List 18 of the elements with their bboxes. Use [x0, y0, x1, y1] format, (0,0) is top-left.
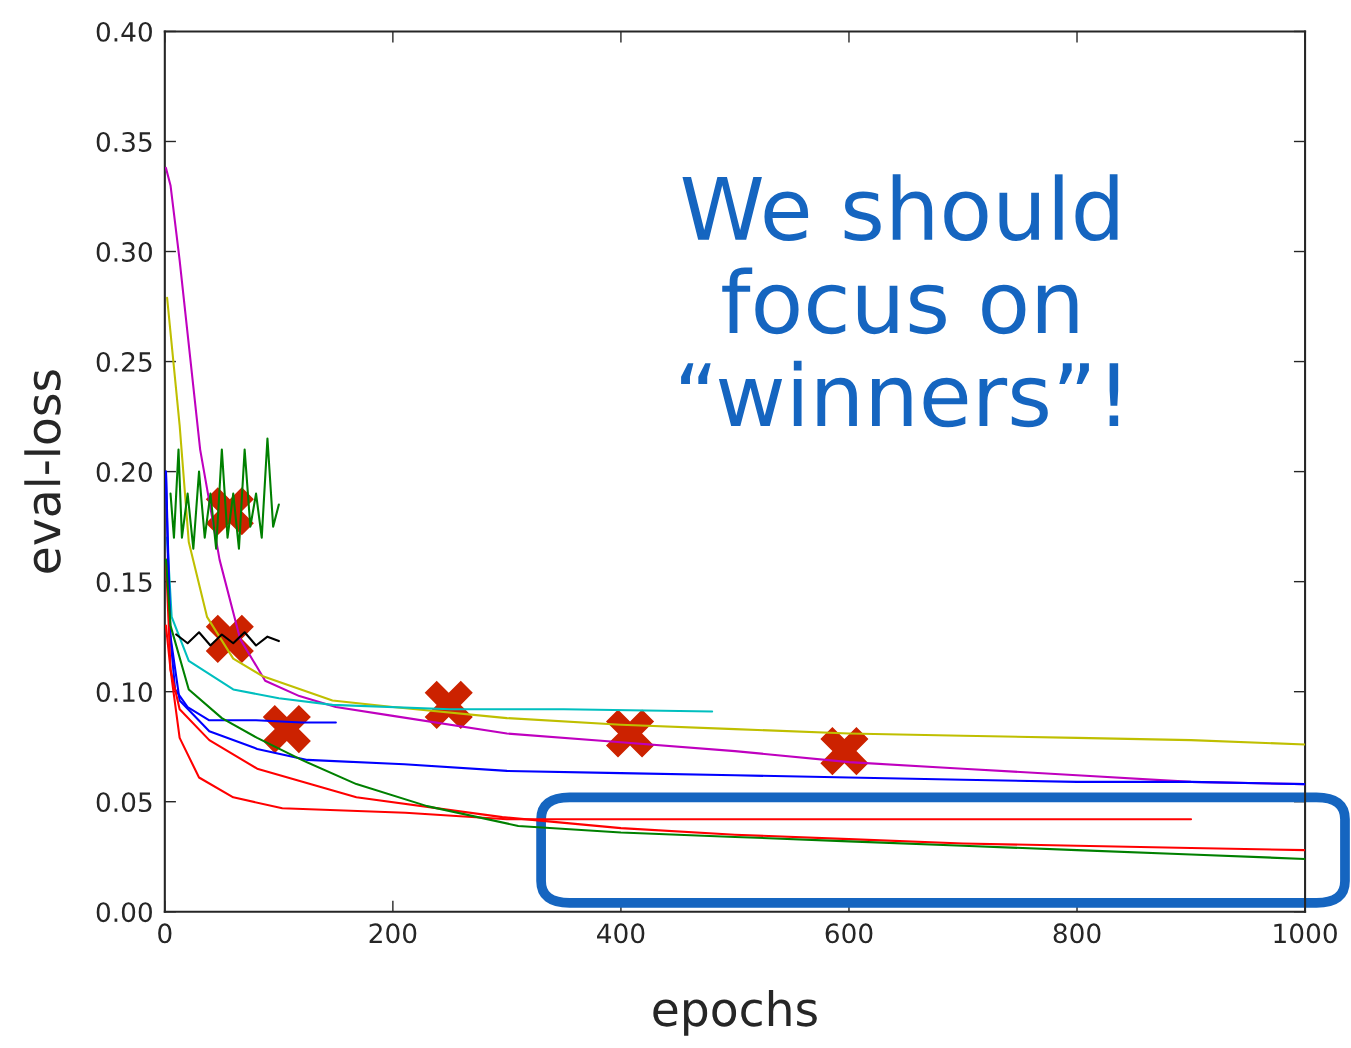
y-axis-title: eval-loss [24, 370, 61, 573]
x-tick-label: 1000 [1274, 923, 1337, 944]
y-tick-label: 0.40 [96, 21, 152, 42]
y-tick-label: 0.10 [96, 682, 152, 703]
x-tick-label: 200 [369, 923, 417, 944]
y-tick-label: 0.35 [96, 131, 152, 152]
x-axis-title: epochs [653, 990, 817, 1036]
x-tick-label: 0 [158, 923, 172, 944]
y-tick-label: 0.25 [96, 352, 152, 372]
y-tick-label: 0.30 [96, 241, 152, 262]
y-tick-label: 0.15 [96, 572, 152, 593]
y-tick-label: 0.20 [96, 462, 152, 482]
y-tick-label: 0.05 [96, 792, 152, 813]
y-tick-label: 0.00 [96, 902, 152, 923]
x-tick-label: 800 [1053, 923, 1101, 944]
annotation: We should focus on “winners”! [681, 174, 1119, 428]
x-tick-label: 600 [825, 923, 873, 944]
x-tick-label: 400 [597, 923, 645, 944]
